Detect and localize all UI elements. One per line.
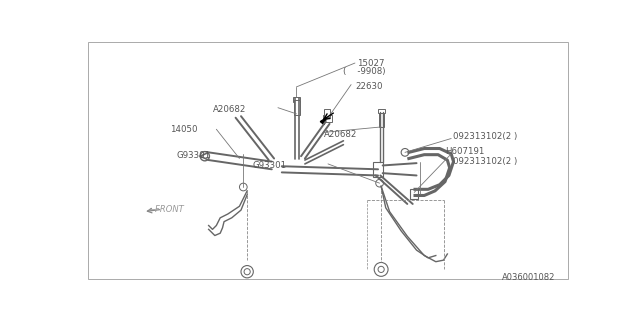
Text: H607191: H607191 xyxy=(445,147,484,156)
Text: 14050: 14050 xyxy=(170,125,198,134)
Text: 092313102(2 ): 092313102(2 ) xyxy=(452,132,517,141)
Bar xyxy=(373,162,383,177)
Text: 22630: 22630 xyxy=(355,82,383,91)
Text: G93301: G93301 xyxy=(253,161,287,170)
Bar xyxy=(378,109,385,113)
Bar xyxy=(294,100,300,116)
Polygon shape xyxy=(320,118,326,124)
Bar xyxy=(410,189,418,198)
Text: (    -9908): ( -9908) xyxy=(344,67,386,76)
Bar xyxy=(323,116,332,122)
Text: A20682: A20682 xyxy=(324,130,358,139)
Text: G93301: G93301 xyxy=(176,151,211,160)
Text: A20682: A20682 xyxy=(212,105,246,114)
Bar xyxy=(293,97,300,101)
Text: 092313102(2 ): 092313102(2 ) xyxy=(452,157,517,166)
Text: 15027: 15027 xyxy=(357,59,385,68)
Bar xyxy=(379,113,384,127)
Text: ←FRONT: ←FRONT xyxy=(148,205,184,214)
Text: A036001082: A036001082 xyxy=(502,273,555,282)
Bar xyxy=(324,109,330,117)
